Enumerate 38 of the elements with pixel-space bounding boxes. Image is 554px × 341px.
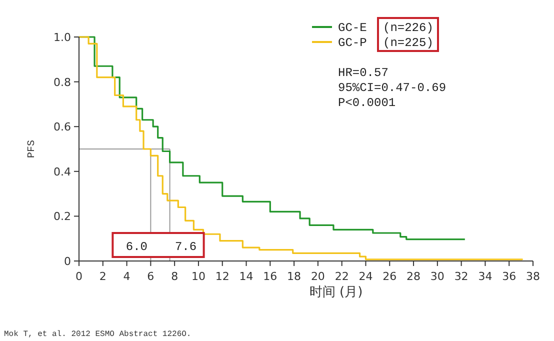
x-tick-label: 24: [358, 270, 373, 283]
ref-line-label: 6.0: [126, 240, 148, 254]
x-tick-label: 36: [502, 270, 516, 283]
x-tick-label: 10: [191, 270, 206, 283]
x-tick-label: 20: [310, 270, 325, 283]
x-tick-label: 8: [171, 270, 178, 283]
x-tick-label: 22: [334, 270, 349, 283]
x-tick-label: 0: [76, 270, 82, 283]
annotation: HR=0.57: [338, 66, 388, 80]
text: Mok T, et al. 2012 ESMO Abstract 1226O.: [4, 330, 192, 339]
x-tick-label: 12: [215, 270, 230, 283]
x-tick-label: 18: [287, 270, 302, 283]
legend-label: GC-P: [338, 36, 367, 50]
x-tick-label: 2: [99, 270, 106, 283]
annotation: (n=225): [383, 36, 434, 50]
x-tick-label: 34: [478, 270, 492, 283]
y-tick-label: 0.8: [54, 76, 71, 89]
x-tick-label: 38: [526, 270, 540, 283]
x-tick-label: 4: [123, 270, 130, 283]
y-axis-title: PFS: [27, 140, 38, 158]
x-tick-label: 16: [263, 270, 278, 283]
annotation: 95%CI=0.47-0.69: [338, 81, 446, 95]
legend-label: GC-E: [338, 21, 367, 35]
y-tick-label: 0.2: [54, 210, 71, 224]
ref-line-label: 7.6: [174, 240, 197, 254]
x-tick-label: 32: [454, 270, 468, 283]
x-tick-label: 26: [382, 270, 397, 283]
x-axis-title: 时间 (月): [309, 285, 363, 300]
annotation: P<0.0001: [338, 96, 396, 110]
y-tick-label: 0.4: [54, 165, 71, 178]
x-tick-label: 14: [239, 270, 254, 283]
y-tick-label: 1.0: [54, 31, 71, 44]
x-tick-label: 28: [406, 270, 421, 283]
y-tick-label: 0: [64, 255, 71, 268]
x-tick-label: 6: [147, 270, 154, 283]
x-tick-label: 30: [430, 270, 444, 283]
y-tick-label: 0.6: [54, 120, 71, 134]
text: (n=226): [383, 21, 434, 35]
